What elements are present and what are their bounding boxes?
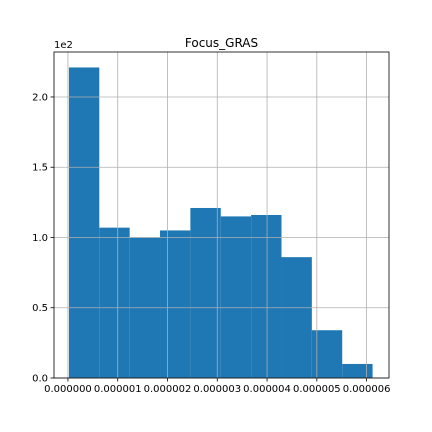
bar [68,67,100,378]
x-tick-label: 0.000006 [343,384,391,395]
axes-frame [53,51,390,379]
bar [99,227,130,378]
bar [342,363,373,378]
y-offset-label: 1e2 [54,40,73,51]
y-tick-label: 0.0 [32,374,48,385]
x-tick-label: 0.000003 [193,384,241,395]
bar [251,215,282,378]
plot-area [68,67,373,378]
bar [220,216,252,378]
bar [190,207,221,378]
x-tick-label: 0.000000 [44,384,92,395]
y-tick-label: 2.0 [32,92,48,103]
y-tick-label: 1.5 [32,163,48,174]
x-tick-label: 0.000004 [243,384,291,395]
bar [281,257,312,378]
bar [160,230,191,378]
y-tick-label: 0.5 [32,303,48,314]
bar [311,330,343,378]
x-tick-label: 0.000005 [293,384,341,395]
x-tick-label: 0.000002 [144,384,192,395]
x-tick-label: 0.000001 [94,384,142,395]
chart-title: Focus_GRAS [185,36,258,50]
y-tick-label: 1.0 [32,233,48,244]
